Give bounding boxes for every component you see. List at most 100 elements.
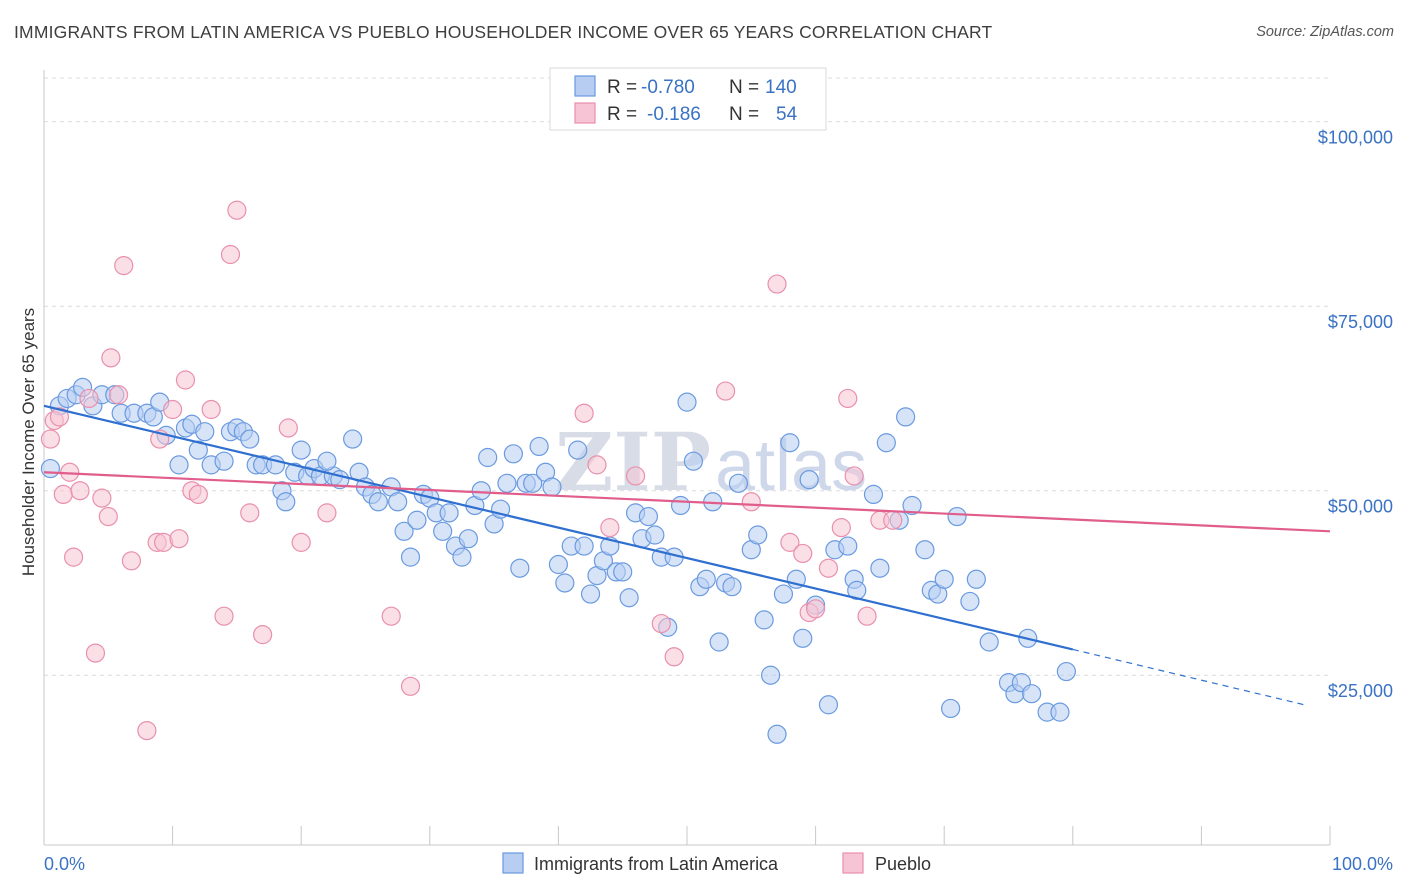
point-latin-america [677, 392, 697, 412]
legend-r-label-latin-america: R = [607, 77, 637, 98]
axes [43, 70, 1331, 846]
gridlines [44, 77, 1330, 676]
point-latin-america [40, 458, 61, 479]
point-pueblo [137, 720, 157, 741]
point-latin-america [722, 577, 742, 597]
point-latin-america [214, 451, 234, 471]
point-pueblo [79, 388, 99, 409]
point-latin-america [915, 540, 935, 560]
point-latin-america [548, 554, 569, 575]
point-pueblo [240, 503, 260, 523]
point-latin-america [902, 495, 922, 516]
point-latin-america [503, 444, 523, 464]
point-pueblo [587, 455, 607, 475]
point-latin-america [947, 506, 967, 527]
point-pueblo [175, 370, 196, 390]
legend-n-label-pueblo: N = [729, 104, 759, 125]
point-pueblo [214, 606, 234, 626]
point-pueblo [715, 381, 736, 401]
point-latin-america [343, 429, 363, 449]
trend-line-extension-latin-america [1072, 648, 1305, 706]
point-latin-america [439, 503, 459, 523]
legend-box [549, 67, 827, 131]
point-latin-america [394, 521, 414, 541]
point-pueblo [70, 481, 90, 501]
point-latin-america [568, 440, 588, 460]
point-latin-america [619, 588, 639, 608]
point-latin-america [1022, 684, 1042, 704]
point-latin-america [400, 547, 421, 567]
point-pueblo [831, 518, 851, 538]
point-latin-america [240, 429, 260, 449]
point-pueblo [220, 244, 241, 265]
point-latin-america [276, 492, 296, 512]
point-latin-america [966, 569, 986, 589]
point-latin-america [388, 492, 408, 512]
point-latin-america [458, 529, 478, 549]
point-pueblo [805, 599, 826, 619]
bottom-legend-label-pueblo: Pueblo [875, 854, 931, 874]
point-latin-america [555, 573, 575, 593]
bottom-legend-swatch-latin-america [502, 852, 524, 874]
y-tick-label: $25,000 [1328, 681, 1393, 701]
point-latin-america [1056, 661, 1076, 682]
point-pueblo [114, 255, 134, 276]
point-pueblo [780, 532, 800, 552]
point-pueblo [664, 647, 684, 667]
point-pueblo [600, 518, 620, 538]
legend-swatch-latin-america [574, 75, 596, 97]
point-pueblo [163, 399, 183, 420]
y-tick-label: $100,000 [1318, 128, 1393, 148]
point-pueblo [188, 484, 208, 505]
y-tick-label: $50,000 [1328, 497, 1393, 517]
point-pueblo [92, 488, 112, 508]
point-latin-america [934, 569, 954, 589]
point-latin-america [574, 536, 594, 556]
point-latin-america [863, 484, 884, 505]
point-pueblo [278, 418, 298, 438]
point-latin-america [773, 584, 794, 604]
chart-source: Source: ZipAtlas.com [1256, 24, 1394, 40]
point-latin-america [452, 547, 472, 567]
point-pueblo [741, 492, 761, 512]
point-pueblo [400, 676, 421, 696]
correlation-legend: R = -0.780 N = 140 R = -0.186 N = 54 [549, 67, 827, 131]
y-tick-label: $75,000 [1328, 312, 1393, 332]
point-pueblo [85, 643, 106, 663]
point-latin-america [407, 510, 427, 530]
point-pueblo [227, 200, 247, 220]
point-latin-america [696, 569, 716, 589]
point-pueblo [291, 532, 311, 552]
point-latin-america [497, 473, 517, 493]
legend-n-value-latin-america: 140 [765, 77, 797, 98]
point-latin-america [780, 433, 800, 453]
point-latin-america [793, 628, 813, 648]
point-latin-america [979, 632, 999, 652]
point-latin-america [728, 473, 749, 493]
x-tick-label-max: 100.0% [1332, 854, 1393, 874]
point-latin-america [613, 562, 633, 582]
point-pueblo [53, 484, 73, 505]
point-pueblo [574, 403, 594, 423]
point-latin-america [876, 433, 896, 453]
point-pueblo [381, 606, 401, 626]
point-latin-america [523, 473, 543, 493]
point-pueblo [201, 399, 221, 420]
point-latin-america [896, 407, 916, 427]
point-latin-america [818, 695, 839, 715]
point-pueblo [49, 407, 70, 427]
point-pueblo [63, 547, 84, 567]
point-latin-america [638, 506, 659, 527]
point-pueblo [818, 558, 839, 578]
y-axis-label: Householder Income Over 65 years [19, 308, 38, 576]
point-latin-america [670, 495, 691, 516]
point-latin-america [748, 525, 768, 545]
point-pueblo [838, 388, 858, 409]
point-latin-america [195, 422, 215, 442]
x-tick-label-min: 0.0% [44, 854, 85, 874]
chart-title: IMMIGRANTS FROM LATIN AMERICA VS PUEBLO … [14, 22, 993, 42]
point-latin-america [291, 440, 311, 460]
point-pueblo [317, 503, 337, 523]
point-pueblo [253, 625, 273, 645]
series-legend: Immigrants from Latin America Pueblo [502, 852, 931, 874]
